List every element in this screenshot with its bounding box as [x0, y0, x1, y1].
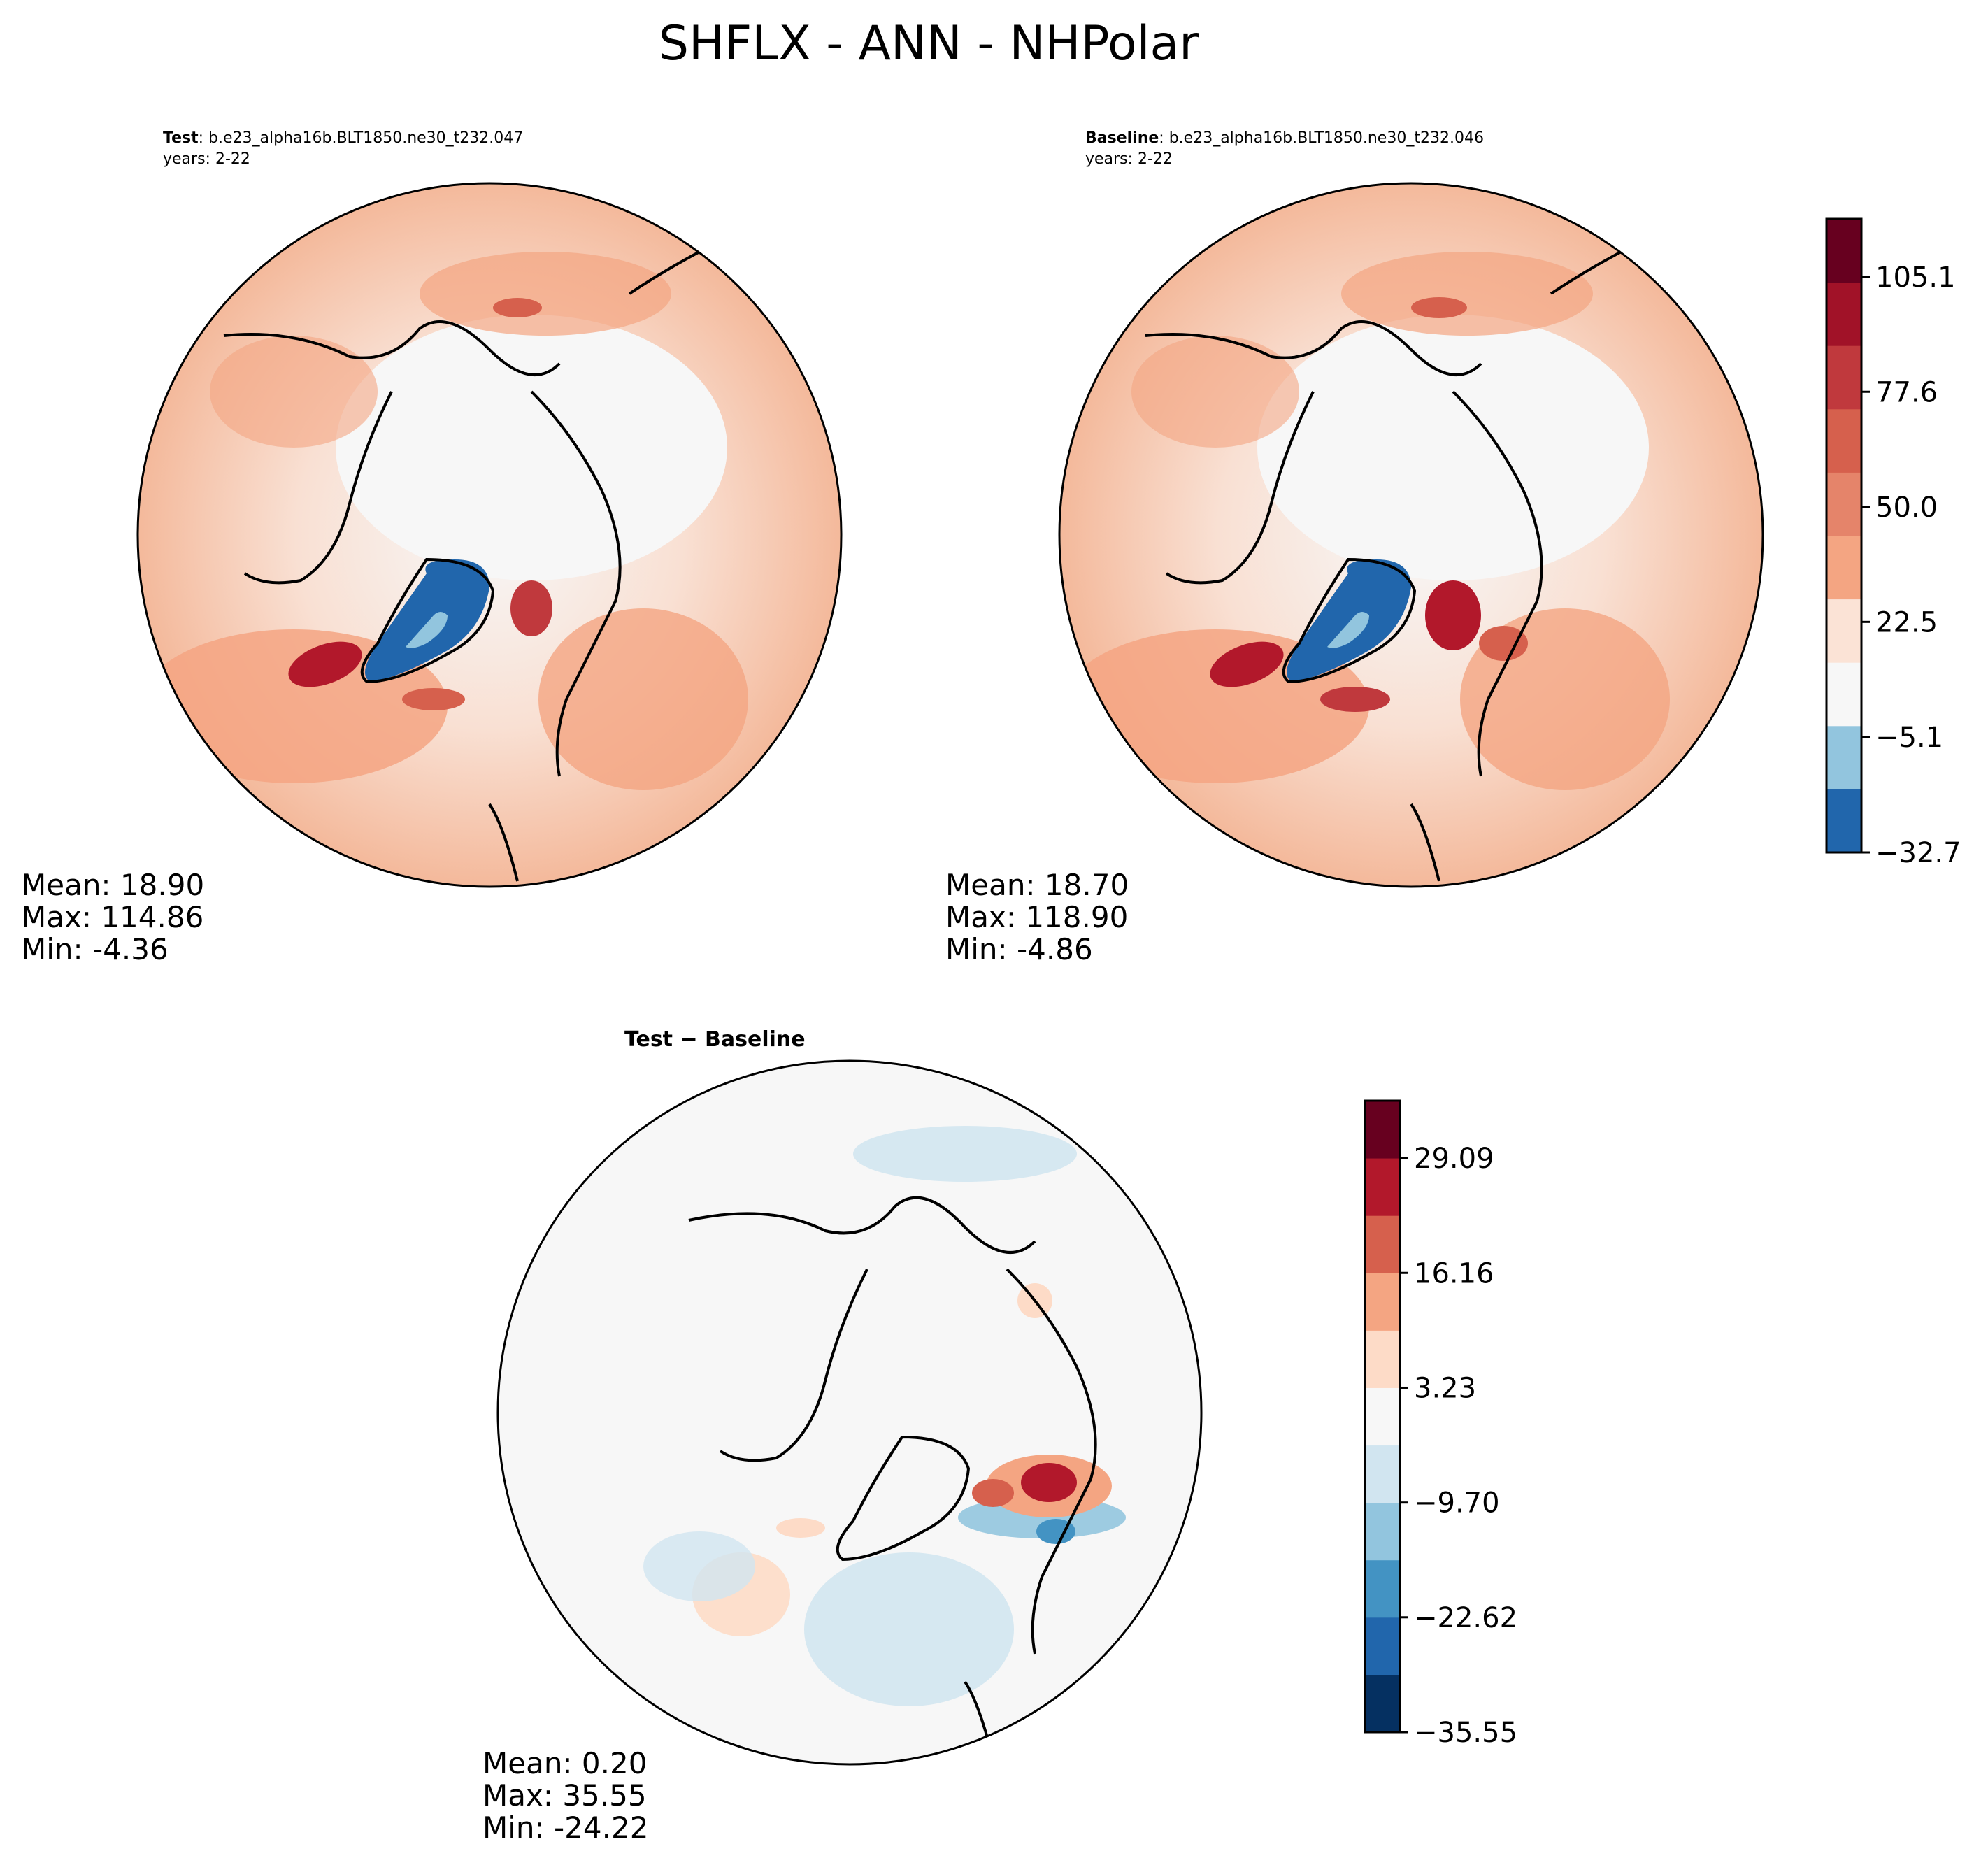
- colorbar-segment: [1365, 1330, 1400, 1388]
- difference-mean: Mean: 0.20: [482, 1746, 647, 1780]
- baseline-hotspot-2: [1425, 580, 1481, 650]
- colorbar-tick-label: 16.16: [1414, 1257, 1494, 1289]
- test-greenland-inner: [406, 612, 448, 648]
- colorbar-tick-label: 50.0: [1875, 492, 1938, 524]
- colorbar-segment: [1826, 662, 1861, 727]
- baseline-label: Baseline: [1085, 129, 1159, 147]
- test-mean: Mean: 18.90: [21, 868, 204, 902]
- difference-panel: Test − Baseline Mean: [482, 1027, 1517, 1845]
- colorbar-segment: [1826, 725, 1861, 789]
- baseline-years: years: 2-22: [1085, 150, 1173, 168]
- colorbar-segment: [1826, 219, 1861, 283]
- test-greenland-negative: [365, 559, 489, 682]
- test-max: Max: 114.86: [21, 900, 203, 934]
- test-map: [138, 183, 841, 887]
- colorbar-tick-label: 3.23: [1414, 1372, 1476, 1404]
- colorbar-segment: [1365, 1674, 1400, 1733]
- colorbar-segment: [1826, 789, 1861, 853]
- colorbar-tick-label: −32.7: [1875, 837, 1961, 869]
- top-colorbar: 105.1 77.6 50.0 22.5 −5.1 −32.7: [1825, 217, 1961, 869]
- colorbar-segment: [1365, 1158, 1400, 1216]
- baseline-panel-header: Baseline: b.e23_alpha16b.BLT1850.ne30_t2…: [1085, 129, 1484, 147]
- baseline-min: Min: -4.86: [945, 932, 1093, 966]
- colorbar-segment: [1365, 1559, 1400, 1618]
- colorbar-segment: [1826, 282, 1861, 346]
- test-panel-header: Test: b.e23_alpha16b.BLT1850.ne30_t232.0…: [163, 129, 523, 147]
- baseline-hotspot-3: [1320, 687, 1390, 712]
- colorbar-segment: [1826, 599, 1861, 663]
- baseline-eurasia-band: [1131, 336, 1299, 448]
- baseline-arctic-neutral: [1257, 315, 1649, 580]
- test-hotspot-3: [402, 688, 465, 710]
- difference-min: Min: -24.22: [482, 1810, 648, 1845]
- baseline-hotspot-5: [1479, 626, 1528, 661]
- test-hotspot-4: [493, 298, 542, 317]
- baseline-greenland-inner: [1327, 612, 1369, 648]
- colorbar-segment: [1826, 408, 1861, 473]
- colorbar-tick-label: −22.62: [1414, 1602, 1517, 1634]
- test-case-name: : b.e23_alpha16b.BLT1850.ne30_t232.047: [199, 129, 524, 147]
- colorbar-segment: [1826, 536, 1861, 600]
- bottom-colorbar: 29.09 16.16 3.23 −9.70 −22.62 −35.55: [1364, 1099, 1517, 1749]
- colorbar-segment: [1365, 1215, 1400, 1273]
- colorbar-tick-label: −5.1: [1875, 722, 1943, 754]
- difference-red-patch-4: [972, 1479, 1014, 1507]
- baseline-max: Max: 118.90: [945, 900, 1128, 934]
- baseline-case-name: : b.e23_alpha16b.BLT1850.ne30_t232.046: [1159, 129, 1484, 147]
- colorbar-segment: [1365, 1387, 1400, 1446]
- colorbar-segment: [1365, 1101, 1400, 1159]
- difference-red-patch-3: [1021, 1463, 1077, 1502]
- difference-max: Max: 35.55: [482, 1778, 647, 1813]
- baseline-pacific-band: [1341, 252, 1593, 336]
- colorbar-tick-label: 105.1: [1875, 262, 1956, 294]
- colorbar-segment: [1365, 1502, 1400, 1561]
- test-hotspot-1: [288, 641, 362, 687]
- difference-title: Test − Baseline: [624, 1027, 806, 1052]
- difference-blue-patch-4: [643, 1531, 755, 1601]
- colorbar-segment: [1826, 345, 1861, 410]
- colorbar-tick-label: 29.09: [1414, 1143, 1494, 1175]
- colorbar-tick-label: 22.5: [1875, 606, 1938, 638]
- test-eurasia-band: [210, 336, 378, 448]
- difference-blue-patch-3: [804, 1552, 1014, 1706]
- test-map-boundary: [136, 182, 843, 888]
- figure-title: SHFLX - ANN - NHPolar: [659, 16, 1199, 71]
- difference-map-boundary: [496, 1059, 1203, 1766]
- difference-red-patch-6: [776, 1518, 825, 1538]
- test-hotspot-2: [510, 580, 552, 636]
- baseline-greenland-negative: [1287, 559, 1411, 682]
- colorbar-frame: [1825, 217, 1863, 854]
- baseline-hotspot-4: [1411, 297, 1467, 318]
- colorbar-segment: [1365, 1273, 1400, 1331]
- colorbar-tick-label: 77.6: [1875, 376, 1938, 408]
- baseline-mean: Mean: 18.70: [945, 868, 1129, 902]
- colorbar-tick-label: −9.70: [1414, 1487, 1500, 1520]
- colorbar-segment: [1826, 472, 1861, 536]
- baseline-hotspot-1: [1210, 641, 1284, 687]
- baseline-map: [1059, 183, 1763, 887]
- baseline-coastlines: [1145, 238, 1685, 882]
- test-panel: Test: b.e23_alpha16b.BLT1850.ne30_t232.0…: [21, 129, 843, 966]
- difference-blue-patch-6: [1036, 1519, 1075, 1544]
- test-barents-band: [538, 608, 748, 790]
- difference-blue-patch-1: [853, 1126, 1077, 1182]
- colorbar-tick-label: −35.55: [1414, 1717, 1517, 1749]
- test-arctic-neutral: [336, 315, 727, 580]
- colorbar-segment: [1365, 1445, 1400, 1503]
- baseline-panel: Baseline: b.e23_alpha16b.BLT1850.ne30_t2…: [945, 129, 1961, 966]
- baseline-map-boundary: [1058, 182, 1764, 888]
- test-min: Min: -4.36: [21, 932, 169, 966]
- difference-blue-patch-2: [1147, 1126, 1201, 1182]
- test-years: years: 2-22: [163, 150, 250, 168]
- test-coastlines: [223, 238, 764, 882]
- test-pacific-band: [420, 252, 671, 336]
- difference-map: [498, 1061, 1201, 1764]
- test-label: Test: [163, 129, 199, 147]
- colorbar-frame: [1364, 1099, 1401, 1734]
- colorbar-segment: [1365, 1617, 1400, 1675]
